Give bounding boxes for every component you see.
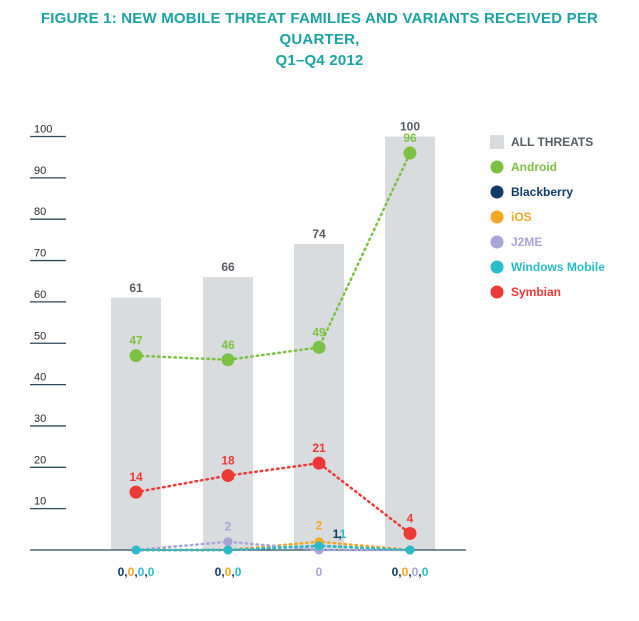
point-android-1: [129, 349, 143, 363]
legend-label-blackberry: Blackberry: [511, 185, 573, 199]
y-tick-label-50: 50: [34, 330, 46, 342]
bottom-zero-label-1: 0,0,0,0: [118, 565, 155, 579]
data-label-symbian-2: 18: [221, 454, 235, 468]
legend-swatch-all-threats: [490, 135, 504, 149]
y-tick-label-20: 20: [34, 454, 46, 466]
point-symbian-4: [403, 526, 417, 540]
bar-value-label-3: 74: [312, 227, 326, 241]
point-android-4: [403, 146, 417, 160]
legend-swatch-windows-mobile: [490, 260, 504, 274]
legend-swatch-blackberry: [490, 185, 504, 199]
data-label-ios-3: 2: [316, 519, 323, 533]
y-tick-label-10: 10: [34, 496, 46, 508]
point-windows-mobile-2: [223, 545, 233, 555]
data-label-separator-q3: ,: [338, 527, 341, 541]
data-label-symbian-4: 4: [407, 511, 414, 525]
bar-value-label-2: 66: [221, 260, 235, 274]
bottom-zero-label-3: 0: [316, 565, 323, 579]
legend-swatch-android: [490, 160, 504, 174]
point-windows-mobile-3: [314, 541, 324, 551]
y-tick-label-40: 40: [34, 372, 46, 384]
series-line-symbian: [134, 461, 412, 535]
point-windows-mobile-1: [131, 545, 141, 555]
bar-value-label-1: 61: [129, 281, 143, 295]
point-j2me-2: [223, 537, 233, 547]
legend-swatch-symbian: [490, 285, 504, 299]
bar-all-threats-1: [111, 297, 161, 550]
bottom-zero-label-2: 0,0,0: [215, 565, 242, 579]
legend-label-android: Android: [511, 160, 557, 174]
y-tick-label-100: 100: [34, 124, 52, 136]
bar-all-threats-2: [203, 277, 253, 550]
point-android-3: [312, 340, 326, 354]
legend-label-j2me: J2ME: [511, 235, 542, 249]
data-label-android-2: 46: [221, 338, 235, 352]
point-symbian-3: [312, 456, 326, 470]
data-label-windows-mobile-3: 1: [340, 527, 347, 541]
series-line-j2me: [134, 540, 412, 552]
y-tick-label-30: 30: [34, 413, 46, 425]
series-line-android: [134, 151, 412, 362]
point-windows-mobile-4: [405, 545, 415, 555]
chart-title-line-2: Q1–Q4 2012: [275, 52, 364, 69]
bar-value-label-4: 100: [400, 120, 420, 134]
y-tick-label-70: 70: [34, 248, 46, 260]
y-tick-label-80: 80: [34, 206, 46, 218]
legend-label-ios: iOS: [511, 210, 532, 224]
data-label-symbian-1: 14: [129, 470, 143, 484]
point-symbian-1: [129, 485, 143, 499]
legend-swatch-ios: [490, 210, 504, 224]
y-tick-label-90: 90: [34, 165, 46, 177]
point-symbian-2: [221, 469, 235, 483]
legend-label-symbian: Symbian: [511, 285, 561, 299]
data-label-blackberry-3: 1: [333, 527, 340, 541]
data-label-android-3: 49: [312, 325, 326, 339]
data-label-j2me-2: 2: [225, 520, 232, 534]
bar-all-threats-3: [294, 244, 344, 550]
legend-swatch-j2me: [490, 235, 504, 249]
legend-label-windows-mobile: Windows Mobile: [511, 260, 605, 274]
series-line-windows-mobile: [134, 544, 412, 552]
bottom-zero-label-4: 0,0,0,0: [392, 565, 429, 579]
data-label-symbian-3: 21: [312, 441, 326, 455]
bar-all-threats-4: [385, 136, 435, 550]
data-label-android-1: 47: [129, 334, 143, 348]
y-tick-label-60: 60: [34, 289, 46, 301]
data-label-android-4: 96: [403, 131, 417, 145]
legend-label-all-threats: ALL THREATS: [511, 135, 593, 149]
chart-title-line-1: FIGURE 1: NEW MOBILE THREAT FAMILIES AND…: [40, 10, 599, 48]
point-android-2: [221, 353, 235, 367]
chart-title: FIGURE 1: NEW MOBILE THREAT FAMILIES AND…: [0, 8, 639, 71]
